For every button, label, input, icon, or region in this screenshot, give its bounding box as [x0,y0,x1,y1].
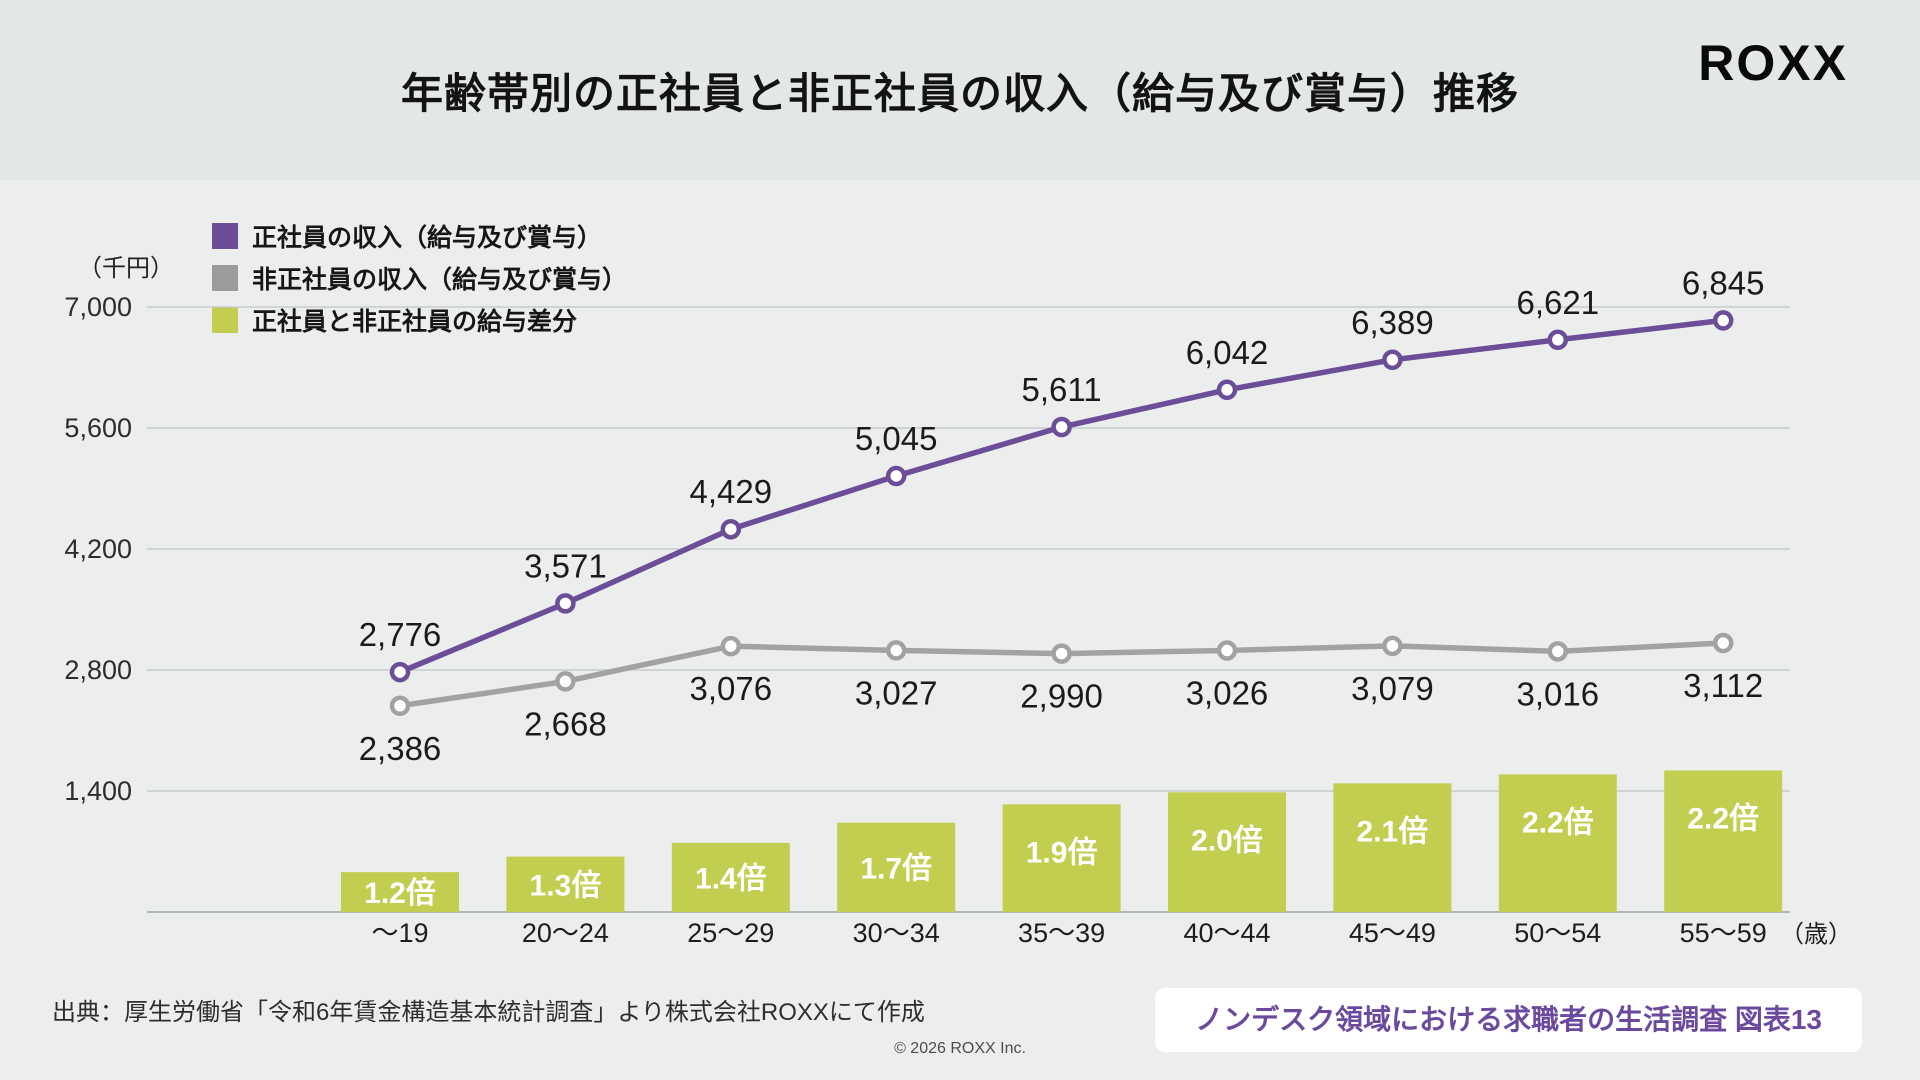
nonregular-value-label: 2,990 [1020,678,1103,715]
regular-value-label: 5,611 [1022,371,1102,408]
nonregular-data-point [720,635,742,657]
nonregular-value-label: 3,016 [1517,675,1600,712]
diff-bar [1333,783,1452,912]
x-category-label: 20～24 [522,918,609,948]
bar-ratio-label: 2.1倍 [1357,814,1429,848]
copyright: © 2026 ROXX Inc. [894,1040,1026,1057]
diff-bar [341,872,459,912]
regular-data-point [1051,416,1072,438]
regular-value-label: 6,621 [1517,284,1600,321]
x-category-label: 50～54 [1514,918,1601,948]
bar-ratio-label: 1.3倍 [530,868,602,902]
nonregular-data-point [1051,643,1072,664]
diff-bar [1664,770,1783,912]
page-title: 年齢帯別の正社員と非正社員の収入（給与及び賞与）推移 [400,70,1519,117]
roxx-logo: ROXX [1698,35,1848,91]
y-tick-label: 4,200 [64,534,132,564]
legend-label: 正社員と非正社員の給与差分 [252,307,578,336]
y-axis-unit-label: （千円） [78,255,174,282]
y-tick-label: 1,400 [64,776,132,806]
regular-data-point [1216,379,1238,401]
x-category-label: 30～34 [853,918,940,948]
bar-ratio-label: 1.7倍 [860,851,932,885]
regular-data-point [1547,329,1569,351]
nonregular-data-point [885,640,907,661]
header-band [0,0,1920,180]
regular-value-label: 3,571 [524,547,607,584]
x-category-label: 35～39 [1018,918,1105,948]
regular-value-label: 6,389 [1351,304,1434,341]
bar-ratio-label: 1.4倍 [695,861,767,895]
diff-bar [506,856,625,912]
nonregular-value-label: 3,112 [1683,667,1763,704]
y-tick-label: 2,800 [64,655,132,685]
x-category-label: 40～44 [1183,918,1270,948]
nonregular-value-label: 2,386 [359,730,442,767]
y-tick-label: 5,600 [64,413,132,443]
x-category-label: 55～59 [1680,918,1767,948]
regular-data-point [1712,310,1734,331]
nonregular-data-point [1382,635,1403,657]
legend-label: 非正社員の収入（給与及び賞与） [252,265,628,294]
nonregular-value-label: 2,668 [524,705,607,742]
bar-ratio-label: 1.2倍 [364,876,436,910]
nonregular-data-point [1712,632,1734,654]
bar-ratio-label: 1.9倍 [1026,835,1098,869]
bar-ratio-label: 2.0倍 [1191,823,1263,857]
nonregular-data-point [1547,641,1569,662]
legend-swatch [212,222,238,249]
legend-item-2: 正社員と非正社員の給与差分 [212,306,627,336]
x-axis-unit-label: （歳） [1780,921,1852,948]
x-category-label: ～19 [371,918,428,948]
x-category-label: 45～49 [1349,918,1436,948]
chart-legend: 正社員の収入（給与及び賞与） 非正社員の収入（給与及び賞与） 正社員と非正社員の給与… [212,222,627,348]
bar-ratio-label: 2.2倍 [1687,802,1759,836]
regular-data-point [720,518,742,540]
legend-swatch [212,306,238,333]
regular-value-label: 6,042 [1186,334,1269,371]
report-badge: ノンデスク領域における求職者の生活調査 図表13 [1155,988,1862,1052]
nonregular-value-label: 3,026 [1186,674,1269,711]
diff-bar [1498,774,1617,912]
legend-label: 正社員の収入（給与及び賞与） [252,223,603,252]
diff-bar [1002,804,1121,912]
nonregular-data-point [555,671,576,692]
regular-data-point [885,465,907,487]
source-note: 出典：厚生労働省「令和6年賃金構造基本統計調査」より株式会社ROXXにて作成 [52,999,925,1026]
x-category-label: 25～29 [687,918,774,948]
legend-item-0: 正社員の収入（給与及び賞与） [212,222,627,252]
nonregular-value-label: 3,079 [1351,670,1434,707]
nonregular-value-label: 3,027 [855,674,938,711]
legend-item-1: 非正社員の収入（給与及び賞与） [212,264,627,294]
nonregular-data-point [1216,640,1238,661]
nonregular-value-label: 3,076 [690,670,773,707]
regular-data-point [1382,349,1403,371]
diff-bar [1168,792,1286,912]
regular-value-label: 4,429 [690,473,773,510]
diff-bar [671,842,790,912]
legend-swatch [212,264,238,291]
regular-data-point [555,593,576,614]
bar-ratio-label: 2.2倍 [1522,805,1594,839]
diff-bar [837,822,956,912]
regular-value-label: 6,845 [1682,264,1765,301]
y-tick-label: 7,000 [64,292,132,322]
nonregular-data-point [389,695,411,717]
regular-value-label: 5,045 [855,420,938,457]
regular-value-label: 2,776 [359,616,442,653]
regular-data-point [389,661,411,683]
